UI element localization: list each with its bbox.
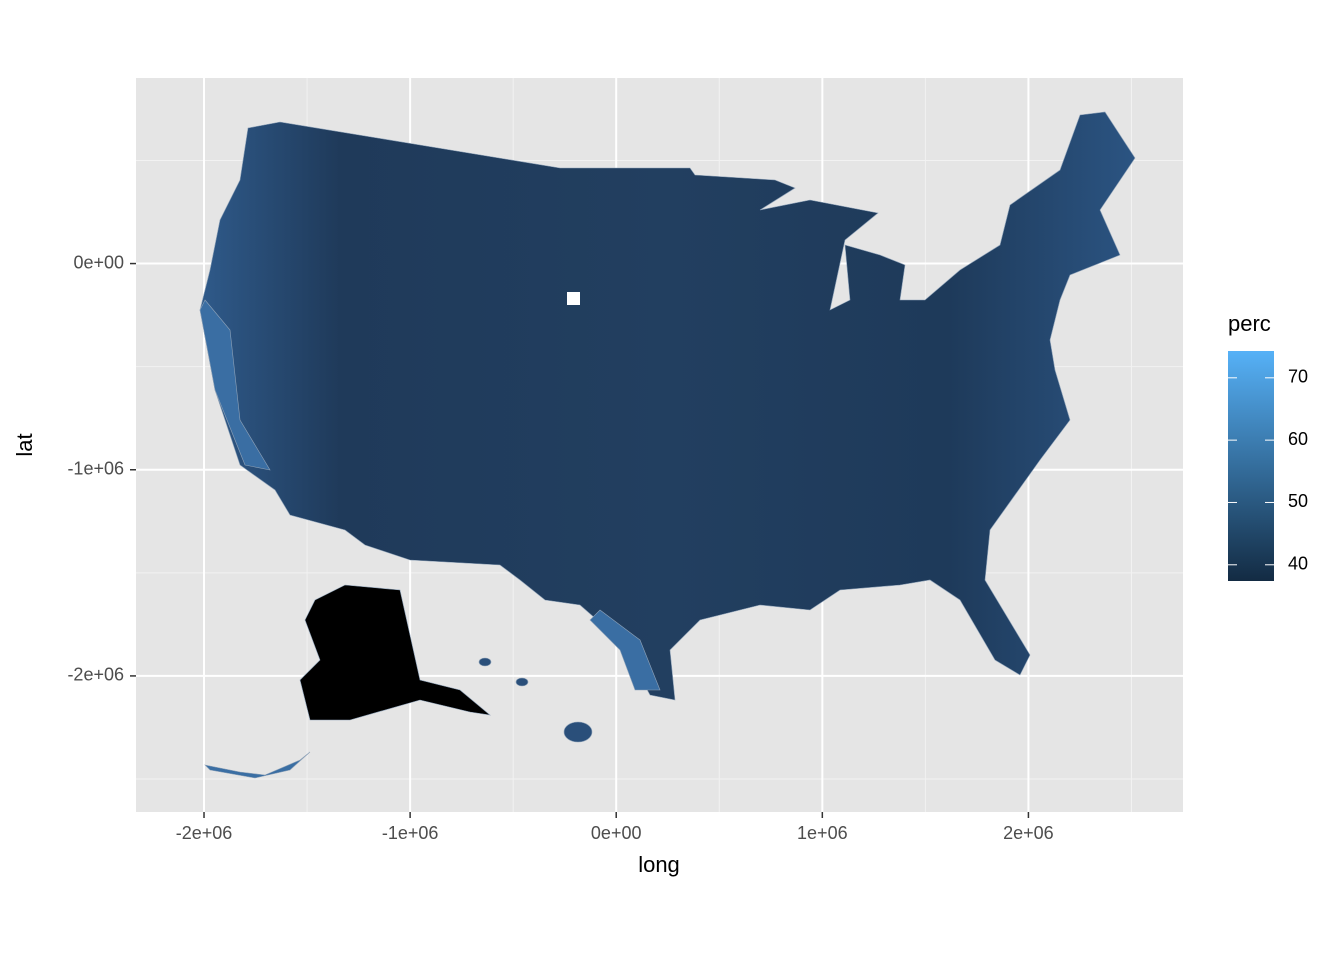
- x-tick-label: 1e+06: [797, 823, 848, 843]
- x-axis-title: long: [638, 852, 680, 877]
- y-tick-label: -1e+06: [67, 458, 124, 478]
- map: [199, 111, 1136, 779]
- hawaii-island: [478, 657, 492, 667]
- legend-tick-label: 60: [1288, 429, 1308, 449]
- hawaii-island: [515, 677, 529, 687]
- axes: -2e+06 -1e+06 0e+00 1e+06 2e+06 -2e+06 -1e+06 0…: [67, 252, 1053, 842]
- legend-tick-label: 70: [1288, 367, 1308, 387]
- california-coast: [199, 299, 271, 471]
- x-tick-label: -2e+06: [176, 823, 233, 843]
- y-tick-label: -2e+06: [67, 665, 124, 685]
- legend-tick-label: 50: [1288, 491, 1308, 511]
- alaska: [299, 584, 492, 721]
- contiguous-us: [199, 111, 1136, 701]
- legend-title: perc: [1228, 311, 1271, 336]
- legend-tick-label: 40: [1288, 554, 1308, 574]
- alaska-chain: [204, 751, 311, 779]
- x-tick-label: -1e+06: [382, 823, 439, 843]
- x-tick-label: 0e+00: [591, 823, 642, 843]
- y-axis-title: lat: [12, 433, 37, 456]
- y-tick-label: 0e+00: [73, 252, 124, 272]
- hawaii-island: [563, 721, 593, 743]
- texas-south: [589, 609, 661, 691]
- x-tick-label: 2e+06: [1003, 823, 1054, 843]
- colorbar: [1228, 351, 1274, 581]
- missing-county: [567, 292, 580, 305]
